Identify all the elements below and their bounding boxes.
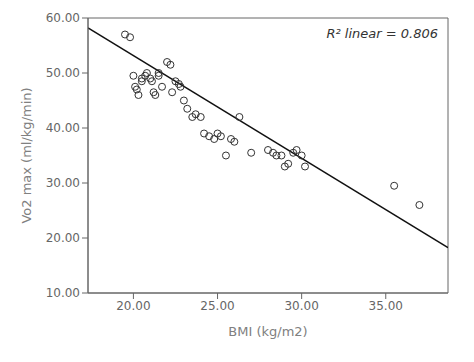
svg-text:50.00: 50.00 [46, 66, 80, 80]
svg-text:30.00: 30.00 [284, 299, 318, 313]
svg-text:20.00: 20.00 [46, 231, 80, 245]
svg-text:10.00: 10.00 [46, 286, 80, 300]
svg-text:20.00: 20.00 [116, 299, 150, 313]
svg-text:30.00: 30.00 [46, 176, 80, 190]
html-text:R² linear = 0.806: R² linear = 0.806 [326, 26, 438, 41]
svg-text:40.00: 40.00 [46, 121, 80, 135]
svg-text:60.00: 60.00 [46, 11, 80, 25]
svg-text:Vo2 max (ml/kg/min): Vo2 max (ml/kg/min) [19, 87, 34, 223]
svg-text:BMI (kg/m2): BMI (kg/m2) [228, 324, 307, 339]
svg-text:35.00: 35.00 [369, 299, 403, 313]
svg-text:25.00: 25.00 [200, 299, 234, 313]
